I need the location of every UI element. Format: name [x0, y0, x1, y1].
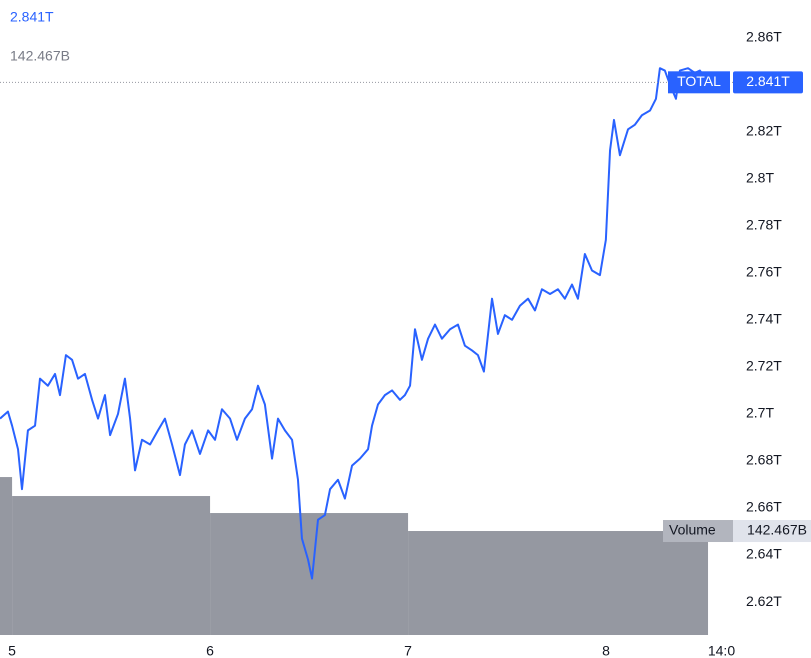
- price-tag-label: 2.841T: [746, 73, 790, 89]
- y-tick-label: 2.7T: [746, 405, 774, 421]
- y-tick-label: 2.66T: [746, 499, 782, 515]
- y-tick-label: 2.82T: [746, 122, 782, 138]
- volume-bar: [408, 531, 709, 635]
- volume-bar: [12, 496, 211, 635]
- series-name-tag: [668, 71, 730, 94]
- legend-price: 2.841T: [10, 9, 54, 25]
- y-tick-label: 2.74T: [746, 311, 782, 327]
- y-tick-label: 2.64T: [746, 546, 782, 562]
- x-tick-label: 8: [602, 643, 610, 658]
- x-tick-label: 5: [8, 643, 16, 658]
- x-tick-label: 6: [206, 643, 214, 658]
- volume-bar: [0, 477, 13, 635]
- volume-tag: [733, 520, 811, 543]
- y-tick-label: 2.62T: [746, 593, 782, 609]
- y-tick-label: 2.8T: [746, 169, 774, 185]
- price-tag: [733, 71, 803, 94]
- y-tick-label: 2.86T: [746, 28, 782, 44]
- price-line: [0, 67, 709, 580]
- volume-bar: [210, 513, 409, 635]
- y-tick-label: 2.68T: [746, 452, 782, 468]
- x-tick-label: 7: [404, 643, 412, 658]
- series-name: TOTAL: [677, 73, 721, 89]
- volume-tag-label: 142.467B: [747, 522, 807, 538]
- x-tick-label: 14:0: [708, 643, 735, 658]
- legend-volume: 142.467B: [10, 48, 70, 64]
- y-tick-label: 2.78T: [746, 216, 782, 232]
- y-tick-label: 2.76T: [746, 264, 782, 280]
- series-name: Volume: [669, 522, 716, 538]
- y-tick-label: 2.72T: [746, 358, 782, 374]
- series-name-tag: [663, 520, 733, 543]
